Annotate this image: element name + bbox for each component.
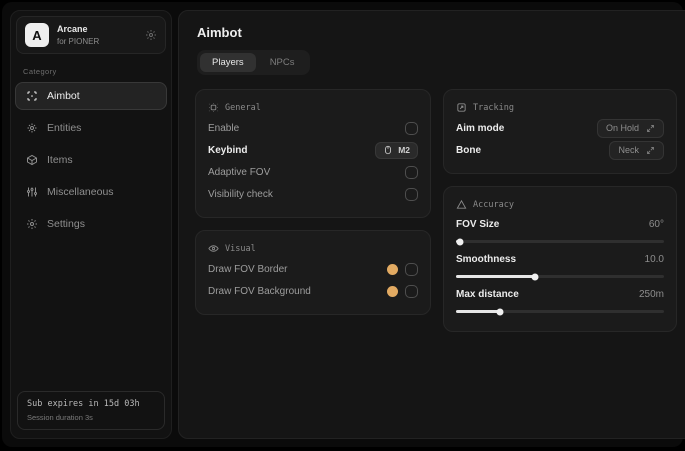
expand-icon [646,146,655,155]
setting-row-fov-background: Draw FOV Background [208,280,418,302]
tab-players[interactable]: Players [200,53,256,72]
setting-row-fov-border: Draw FOV Border [208,258,418,280]
gear-icon [25,218,38,230]
smoothness-slider[interactable] [456,273,664,280]
visibility-check-checkbox[interactable] [405,187,418,201]
cube-icon [25,154,38,166]
main-content: Aimbot Players NPCs General [178,10,685,439]
subscription-card: Sub expires in 15d 03h Session duration … [17,391,165,430]
sidebar-item-miscellaneous[interactable]: Miscellaneous [15,178,167,206]
mouse-icon [383,145,393,155]
entities-icon [25,122,38,134]
sidebar-item-items[interactable]: Items [15,146,167,174]
smoothness-value: 10.0 [644,253,664,265]
page-title: Aimbot [197,25,242,40]
setting-row-keybind: Keybind M2 [208,139,418,161]
setting-label: FOV Size [456,218,500,230]
sidebar-item-label: Entities [47,122,82,134]
panel-title: General [225,102,261,113]
brand-card: A Arcane for PIONER [16,16,166,54]
fov-background-color-swatch[interactable] [387,285,398,297]
app-logo: A [25,23,49,47]
bone-select[interactable]: Neck [609,140,664,160]
max-distance-slider[interactable] [456,308,664,315]
sidebar-item-settings[interactable]: Settings [15,210,167,238]
sub-expiry-text: Sub expires in 15d 03h [27,399,140,409]
setting-label: Bone [456,144,481,156]
app-name: Arcane [57,23,88,34]
setting-label: Draw FOV Border [208,263,288,275]
setting-label: Max distance [456,288,519,300]
brand-settings-icon[interactable] [145,29,157,41]
panel-accuracy: Accuracy FOV Size 60° [443,186,677,332]
keybind-button[interactable]: M2 [375,141,418,159]
tab-bar: Players NPCs [197,50,310,75]
setting-row-visibility-check: Visibility check [208,183,418,205]
tab-npcs[interactable]: NPCs [269,57,295,68]
setting-row-enable: Enable [208,117,418,139]
fov-border-color-swatch[interactable] [387,263,398,275]
setting-label: Enable [208,122,240,134]
sidebar-item-label: Items [47,154,73,166]
setting-row-aim-mode: Aim mode On Hold [456,117,664,139]
slider-thumb[interactable] [456,238,464,245]
panel-title: Visual [225,243,256,254]
adaptive-fov-checkbox[interactable] [405,165,418,179]
setting-label: Keybind [208,144,248,156]
setting-row-fov-size: FOV Size 60° [456,214,664,245]
setting-row-bone: Bone Neck [456,139,664,161]
setting-label: Draw FOV Background [208,285,311,297]
panel-visual: Visual Draw FOV Border Draw FOV Backgrou… [195,230,431,315]
fov-border-checkbox[interactable] [405,262,418,276]
accuracy-icon [456,199,467,210]
fov-background-checkbox[interactable] [405,284,418,298]
session-duration-text: Session duration 3s [27,413,93,422]
sidebar-item-label: Miscellaneous [47,186,114,198]
aim-mode-select[interactable]: On Hold [596,118,664,138]
panel-tracking: Tracking Aim mode On Hold [443,89,677,174]
enable-checkbox[interactable] [405,121,418,135]
setting-label: Visibility check [208,188,273,200]
setting-label: Smoothness [456,253,517,265]
expand-icon [646,124,655,133]
fov-size-value: 60° [648,218,664,230]
fov-size-slider[interactable] [456,238,664,245]
sidebar-item-aimbot[interactable]: Aimbot [15,82,167,110]
setting-row-max-distance: Max distance 250m [456,284,664,315]
panel-general: General Enable Keybind [195,89,431,218]
general-icon [208,102,219,113]
sliders-icon [25,186,38,198]
category-label: Category [23,67,57,76]
slider-thumb[interactable] [531,273,539,280]
tracking-icon [456,102,467,113]
setting-row-adaptive-fov: Adaptive FOV [208,161,418,183]
sidebar-item-label: Settings [47,218,85,230]
setting-row-smoothness: Smoothness 10.0 [456,249,664,280]
sidebar-nav: Aimbot Entities Items [15,82,167,238]
sidebar-item-entities[interactable]: Entities [15,114,167,142]
sidebar: A Arcane for PIONER Category [10,10,172,439]
max-distance-value: 250m [638,288,664,300]
crosshair-icon [25,90,38,102]
panel-title: Accuracy [473,199,514,210]
setting-label: Aim mode [456,122,505,134]
slider-thumb[interactable] [496,308,504,315]
app-subtitle: for PIONER [57,36,100,46]
sidebar-item-label: Aimbot [47,90,80,102]
panel-title: Tracking [473,102,514,113]
eye-icon [208,243,219,254]
setting-label: Adaptive FOV [208,166,271,178]
